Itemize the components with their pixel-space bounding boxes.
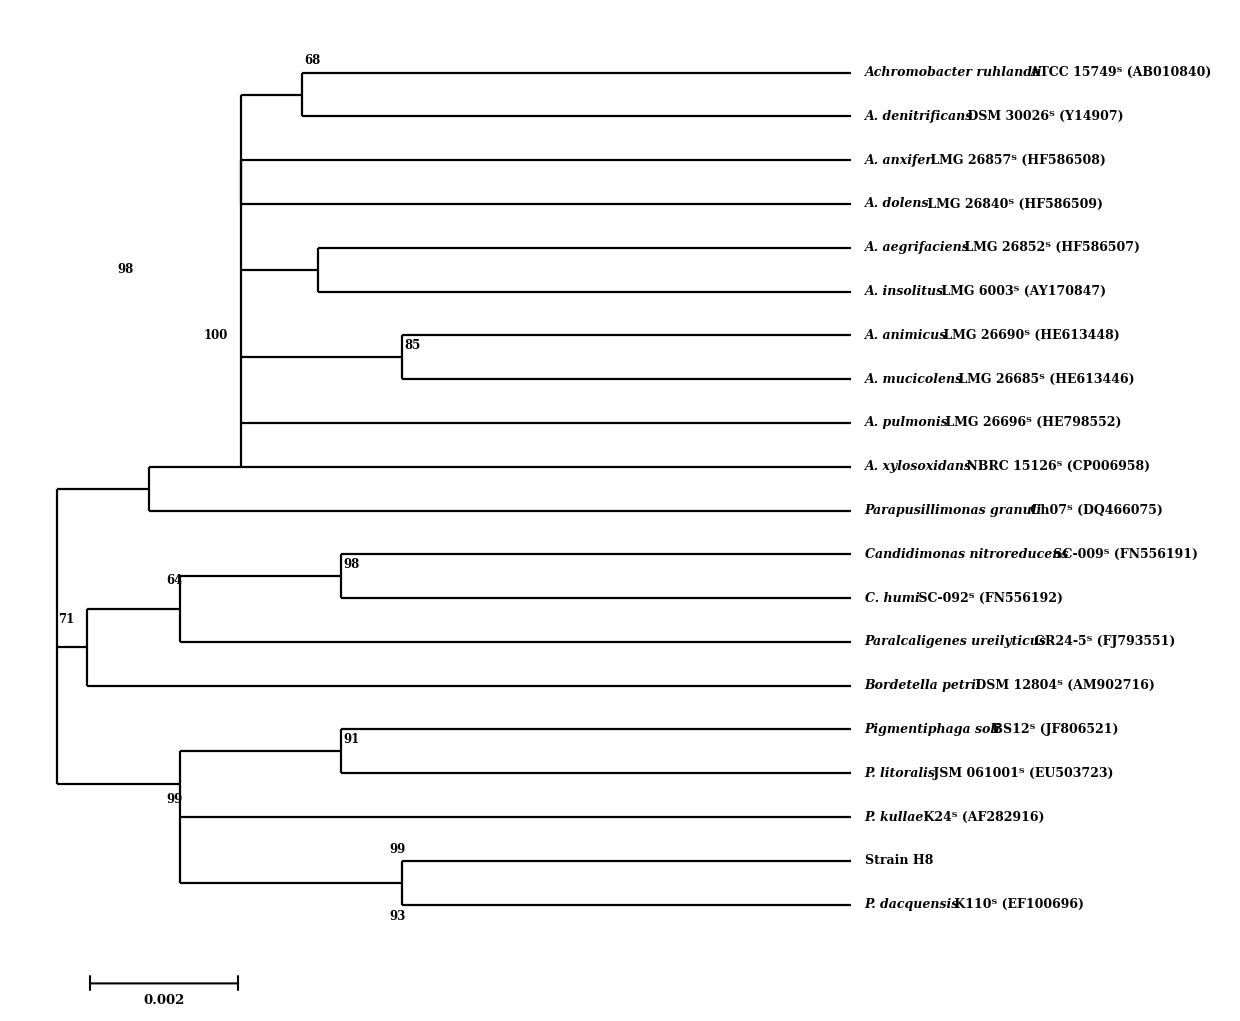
- Text: 99: 99: [389, 842, 405, 856]
- Text: GR24-5ᵀ (FJ793551): GR24-5ᵀ (FJ793551): [1030, 635, 1176, 648]
- Text: P. litoralis: P. litoralis: [864, 767, 935, 780]
- Text: A. xylosoxidans: A. xylosoxidans: [864, 460, 972, 473]
- Text: A. animicus: A. animicus: [864, 329, 947, 342]
- Text: Paralcaligenes ureilyticus: Paralcaligenes ureilyticus: [864, 635, 1047, 648]
- Text: LMG 26685ᵀ (HE613446): LMG 26685ᵀ (HE613446): [954, 373, 1135, 386]
- Text: A. dolens: A. dolens: [864, 197, 929, 210]
- Text: 68: 68: [305, 54, 321, 67]
- Text: Strain H8: Strain H8: [864, 855, 932, 867]
- Text: 93: 93: [389, 910, 405, 923]
- Text: A. aegrifaciens: A. aegrifaciens: [864, 241, 970, 254]
- Text: JSM 061001ᵀ (EU503723): JSM 061001ᵀ (EU503723): [929, 767, 1114, 780]
- Text: 98: 98: [343, 557, 360, 571]
- Text: LMG 26852ᵀ (HF586507): LMG 26852ᵀ (HF586507): [960, 241, 1140, 254]
- Text: Bordetella petrii: Bordetella petrii: [864, 679, 981, 692]
- Text: LMG 26857ᵀ (HF586508): LMG 26857ᵀ (HF586508): [926, 154, 1106, 166]
- Text: LMG 26840ᵀ (HF586509): LMG 26840ᵀ (HF586509): [924, 197, 1104, 210]
- Text: 91: 91: [343, 733, 360, 746]
- Text: Achromobacter ruhlandii: Achromobacter ruhlandii: [864, 66, 1042, 79]
- Text: DSM 12804ᵀ (AM902716): DSM 12804ᵀ (AM902716): [971, 679, 1154, 692]
- Text: P. dacquensis: P. dacquensis: [864, 898, 959, 911]
- Text: 85: 85: [404, 339, 420, 352]
- Text: A. insolitus: A. insolitus: [864, 285, 944, 298]
- Text: BS12ᵀ (JF806521): BS12ᵀ (JF806521): [988, 723, 1118, 736]
- Text: A. anxifer: A. anxifer: [864, 154, 932, 166]
- Text: SC-092ᵀ (FN556192): SC-092ᵀ (FN556192): [914, 591, 1064, 604]
- Text: P. kullae: P. kullae: [864, 811, 924, 824]
- Text: 99: 99: [166, 793, 182, 806]
- Text: A. mucicolens: A. mucicolens: [864, 373, 962, 386]
- Text: Parapusillimonas granuli: Parapusillimonas granuli: [864, 504, 1042, 517]
- Text: 100: 100: [203, 329, 228, 342]
- Text: DSM 30026ᵀ (Y14907): DSM 30026ᵀ (Y14907): [963, 110, 1123, 123]
- Text: LMG 6003ᵀ (AY170847): LMG 6003ᵀ (AY170847): [936, 285, 1106, 298]
- Text: K24ᵀ (AF282916): K24ᵀ (AF282916): [919, 811, 1044, 824]
- Text: A. denitrificans: A. denitrificans: [864, 110, 973, 123]
- Text: C. humi: C. humi: [864, 591, 919, 604]
- Text: NBRC 15126ᵀ (CP006958): NBRC 15126ᵀ (CP006958): [962, 460, 1149, 473]
- Text: Pigmentiphaga soli: Pigmentiphaga soli: [864, 723, 1001, 736]
- Text: LMG 26696ᵀ (HE798552): LMG 26696ᵀ (HE798552): [941, 417, 1121, 430]
- Text: 0.002: 0.002: [144, 994, 185, 1008]
- Text: Candidimonas nitroreducens: Candidimonas nitroreducens: [864, 548, 1068, 561]
- Text: K110ᵀ (EF100696): K110ᵀ (EF100696): [950, 898, 1084, 911]
- Text: 98: 98: [118, 263, 134, 276]
- Text: Ch07ᵀ (DQ466075): Ch07ᵀ (DQ466075): [1025, 504, 1163, 517]
- Text: SC-009ᵀ (FN556191): SC-009ᵀ (FN556191): [1049, 548, 1199, 561]
- Text: 71: 71: [58, 614, 74, 627]
- Text: A. pulmonis: A. pulmonis: [864, 417, 949, 430]
- Text: LMG 26690ᵀ (HE613448): LMG 26690ᵀ (HE613448): [940, 329, 1120, 342]
- Text: 64: 64: [166, 574, 182, 587]
- Text: ATCC 15749ᵀ (AB010840): ATCC 15749ᵀ (AB010840): [1025, 66, 1211, 79]
